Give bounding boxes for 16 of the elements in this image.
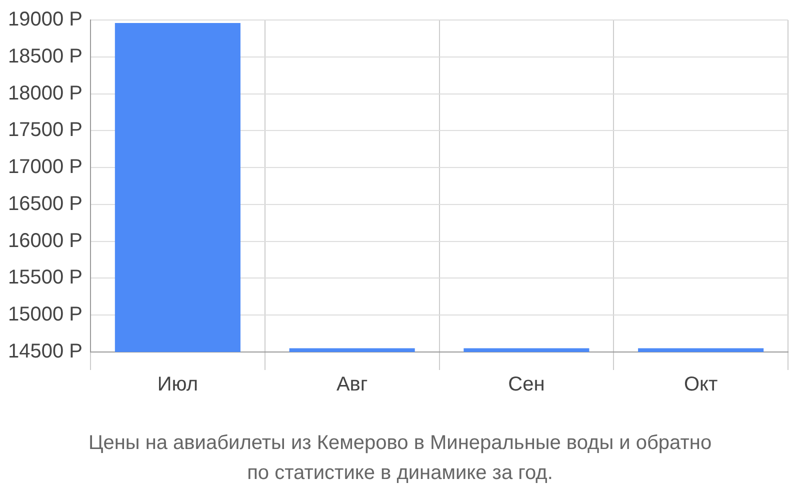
y-tick-label: 17500 Р bbox=[8, 119, 83, 142]
y-tick-label: 18500 Р bbox=[8, 45, 83, 68]
y-tick-label: 15500 Р bbox=[8, 266, 83, 289]
y-tick-label: 16000 Р bbox=[8, 230, 83, 252]
y-tick-label: 18000 Р bbox=[8, 82, 83, 104]
y-tick-label: 15000 Р bbox=[8, 304, 83, 326]
x-tick-label: Авг bbox=[336, 374, 368, 396]
y-tick-label: 14500 Р bbox=[8, 340, 83, 363]
y-tick-label: 16500 Р bbox=[8, 192, 83, 215]
y-tick-label: 19000 Р bbox=[8, 8, 83, 31]
x-tick-label: Окт bbox=[684, 374, 718, 396]
text: Цены на авиабилеты из Кемерово в Минеральные воды и обратно bbox=[87, 431, 713, 456]
x-tick-label: Сен bbox=[508, 374, 545, 396]
x-tick-label: Июл bbox=[157, 374, 198, 396]
text: по статистике в динамике за год. bbox=[246, 461, 554, 486]
y-tick-label: 17000 Р bbox=[8, 156, 83, 178]
